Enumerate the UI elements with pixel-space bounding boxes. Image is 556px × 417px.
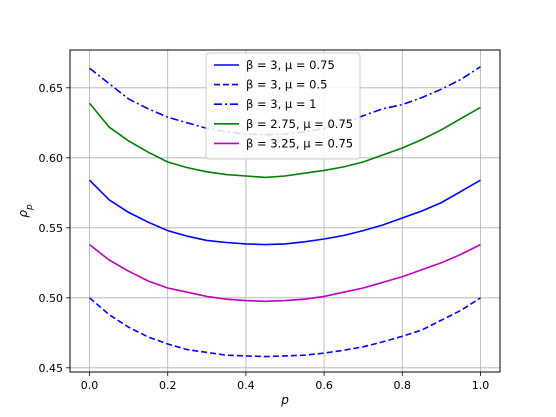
legend-label-1: β = 3, μ = 0.75 bbox=[246, 58, 335, 72]
x-tick-label: 0.6 bbox=[315, 379, 333, 392]
y-tick-label: 0.50 bbox=[39, 292, 64, 305]
x-tick-label: 1.0 bbox=[472, 379, 490, 392]
y-tick-label: 0.60 bbox=[39, 152, 64, 165]
x-tick-label: 0.4 bbox=[237, 379, 255, 392]
legend: β = 3, μ = 0.75 β = 3, μ = 0.5 β = 3, μ = … bbox=[205, 52, 361, 160]
series-line-5 bbox=[89, 243, 481, 303]
axis-ticks: 0.0 0.2 0.4 0.6 0.8 1.0 0.45 0.50 0.55 0.60 0.65 bbox=[39, 82, 490, 392]
legend-label-4: β = 2.75, μ = 0.75 bbox=[246, 117, 353, 131]
y-tick-label: 0.55 bbox=[39, 222, 64, 235]
legend-box bbox=[205, 52, 361, 160]
x-tick-label: 0.2 bbox=[159, 379, 177, 392]
series-line-2 bbox=[89, 297, 481, 358]
x-axis-label: p bbox=[280, 393, 289, 407]
legend-label-3: β = 3, μ = 1 bbox=[246, 97, 317, 111]
series-line-4 bbox=[88, 102, 481, 179]
series-line-1 bbox=[88, 179, 481, 246]
x-tick-label: 0.8 bbox=[394, 379, 412, 392]
y-tick-label: 0.65 bbox=[39, 82, 64, 95]
legend-label-2: β = 3, μ = 0.5 bbox=[246, 78, 327, 92]
legend-label-5: β = 3.25, μ = 0.75 bbox=[246, 136, 353, 150]
plot-frame bbox=[69, 49, 501, 373]
y-axis-label: ρp bbox=[16, 204, 35, 218]
x-tick-label: 0.0 bbox=[81, 379, 99, 392]
y-tick-label: 0.45 bbox=[39, 362, 64, 375]
